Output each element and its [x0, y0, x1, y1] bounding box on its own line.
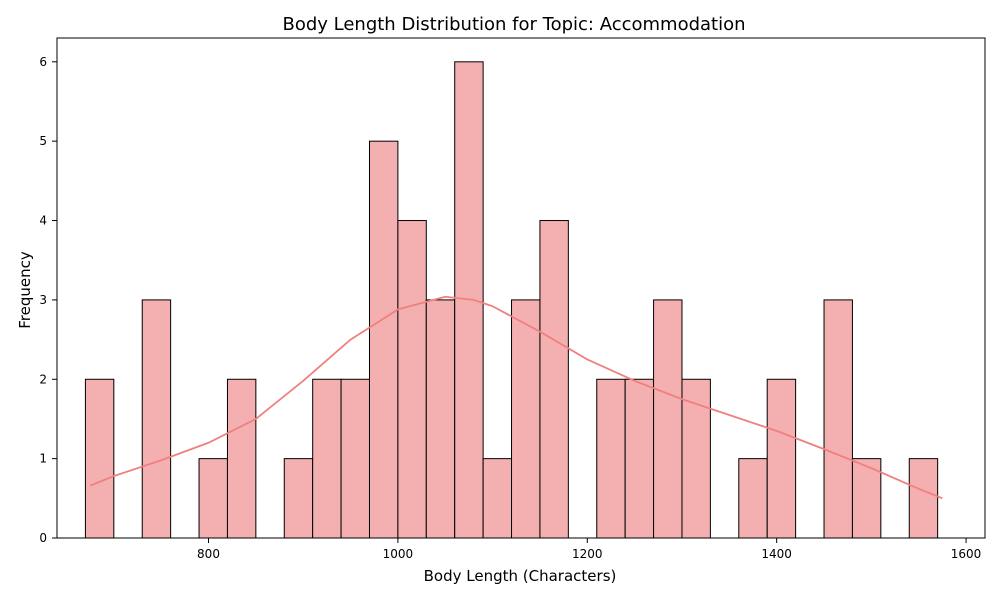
y-tick-label: 5	[39, 134, 47, 148]
y-tick-label: 6	[39, 55, 47, 69]
x-tick-label: 1200	[572, 547, 603, 561]
histogram-bar	[908, 458, 939, 539]
histogram-bar	[823, 299, 853, 539]
histogram-bar	[511, 299, 541, 539]
y-axis-label: Frequency	[16, 251, 34, 329]
y-tick-label: 1	[39, 452, 47, 466]
plot-frame	[56, 37, 986, 539]
histogram-bar	[482, 458, 513, 539]
kde-curve	[89, 295, 943, 500]
histogram-bar	[596, 378, 626, 539]
x-tick-label: 1600	[951, 547, 982, 561]
y-tick-label: 2	[39, 372, 47, 386]
histogram-bar	[84, 378, 115, 539]
x-tick-label: 800	[197, 547, 220, 561]
x-tick-label: 1000	[383, 547, 414, 561]
histogram-bar	[283, 458, 314, 539]
histogram-bar	[141, 299, 172, 539]
y-tick-label: 0	[39, 531, 47, 545]
y-tick-label: 4	[39, 214, 47, 228]
histogram-bar	[425, 299, 456, 539]
histogram-bar	[738, 458, 768, 539]
histogram-bar	[397, 220, 427, 539]
y-tick-label: 3	[39, 293, 47, 307]
histogram-bar	[226, 378, 257, 539]
histogram-bar	[624, 378, 655, 539]
plot-area: 800 1000 1200 1400 1600 0 1 2 3 4 5 6	[39, 37, 986, 561]
histogram-bar	[312, 378, 342, 539]
chart-title: Body Length Distribution for Topic: Acco…	[282, 14, 745, 35]
x-axis-label: Body Length (Characters)	[424, 567, 617, 585]
histogram-bar	[681, 378, 711, 539]
x-tick-label: 1400	[761, 547, 792, 561]
histogram-bar	[539, 220, 569, 539]
histogram-bar	[653, 299, 683, 539]
histogram-bar	[340, 378, 370, 539]
histogram-bar	[766, 378, 797, 539]
histogram-bar	[368, 140, 399, 539]
histogram-bar	[198, 458, 228, 539]
